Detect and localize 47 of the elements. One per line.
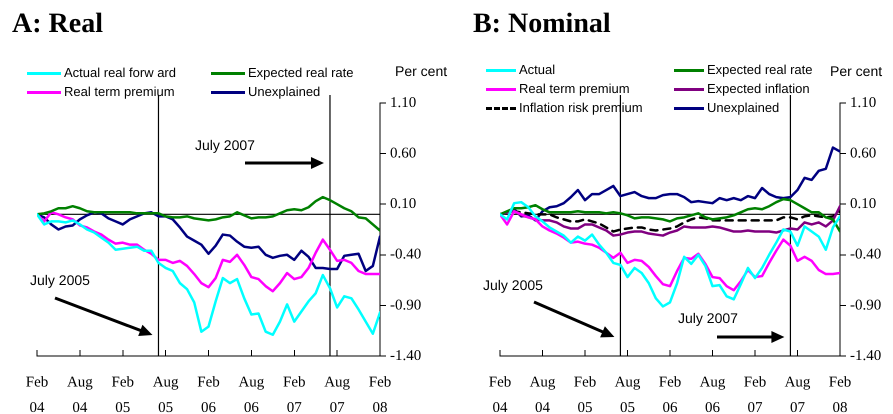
chart-title: B: Nominal bbox=[473, 8, 611, 40]
x-tick-label: Aug 07 bbox=[784, 374, 811, 414]
x-tick-label: Feb 08 bbox=[828, 374, 852, 414]
x-tick-label: Aug 07 bbox=[324, 374, 351, 414]
y-tick-label: 1.10 bbox=[390, 94, 416, 111]
y-tick-label: 1.10 bbox=[850, 94, 876, 111]
x-tick-label: Feb 07 bbox=[283, 374, 306, 414]
legend-label: Unexplained bbox=[248, 84, 320, 100]
x-tick-label: Feb 06 bbox=[658, 374, 682, 414]
legend-label: Real term premium bbox=[64, 84, 175, 100]
y-tick-label: -0.90 bbox=[390, 297, 422, 314]
y-axis-title: Per cent bbox=[395, 63, 448, 79]
y-tick-label: 0.60 bbox=[850, 146, 876, 162]
y-tick-label: -0.90 bbox=[850, 297, 882, 314]
x-tick-label: Feb 04 bbox=[26, 374, 48, 414]
y-tick-label: 0.60 bbox=[390, 146, 416, 162]
legend-label: Expected real rate bbox=[248, 65, 354, 81]
x-tick-label: Feb 05 bbox=[112, 374, 134, 414]
x-tick-label: Aug 04 bbox=[530, 374, 556, 414]
x-tick-label: Aug 06 bbox=[700, 374, 726, 414]
x-tick-label: Feb 04 bbox=[488, 374, 512, 414]
legend-label: Actual real forw ard bbox=[64, 65, 176, 81]
x-tick-label: Aug 06 bbox=[238, 374, 265, 414]
annotation: July 2007 bbox=[195, 137, 256, 153]
chart-title: A: Real bbox=[12, 8, 103, 40]
annotation: July 2007 bbox=[678, 310, 738, 326]
legend-label: Real term premium bbox=[519, 81, 630, 97]
x-tick-label: Feb 08 bbox=[368, 374, 392, 414]
annotation: July 2005 bbox=[483, 277, 544, 293]
y-tick-label: -0.40 bbox=[390, 246, 422, 263]
legend-label: Expected inflation bbox=[707, 81, 810, 97]
y-tick-label: 0.10 bbox=[850, 196, 876, 212]
y-tick-label: -1.40 bbox=[850, 348, 882, 364]
legend-label: Actual bbox=[519, 62, 556, 78]
annotation: July 2005 bbox=[30, 272, 90, 288]
y-axis-title: Per cent bbox=[830, 63, 882, 79]
y-tick-label: 0.10 bbox=[390, 196, 416, 212]
x-tick-label: Feb 06 bbox=[197, 374, 220, 414]
x-tick-label: Feb 07 bbox=[744, 374, 766, 414]
x-tick-label: Aug 05 bbox=[614, 374, 641, 414]
x-tick-label: Aug 04 bbox=[66, 374, 94, 414]
x-tick-label: Aug 05 bbox=[152, 374, 180, 414]
x-tick-label: Feb 05 bbox=[574, 374, 596, 414]
y-tick-label: -0.40 bbox=[850, 246, 882, 263]
y-tick-label: -1.40 bbox=[390, 348, 422, 364]
legend-label: Expected real rate bbox=[707, 62, 813, 78]
legend-label: Unexplained bbox=[707, 100, 780, 116]
